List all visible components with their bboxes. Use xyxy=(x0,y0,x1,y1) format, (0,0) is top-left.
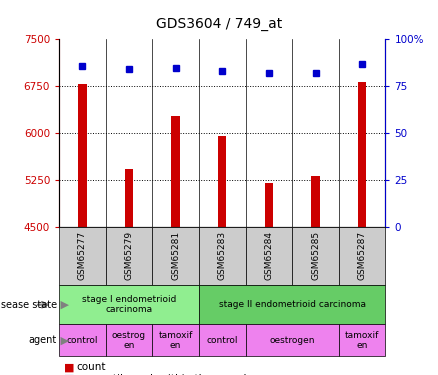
Text: GSM65277: GSM65277 xyxy=(78,231,87,280)
Text: GSM65281: GSM65281 xyxy=(171,231,180,280)
Text: GSM65285: GSM65285 xyxy=(311,231,320,280)
Text: tamoxif
en: tamoxif en xyxy=(345,331,379,350)
Text: oestrogen: oestrogen xyxy=(269,336,315,345)
Bar xyxy=(125,169,133,227)
Text: ■: ■ xyxy=(64,374,74,375)
Text: GSM65283: GSM65283 xyxy=(218,231,227,280)
Bar xyxy=(265,183,273,227)
Text: ▶: ▶ xyxy=(57,300,69,310)
Text: GSM65287: GSM65287 xyxy=(358,231,367,280)
Text: GSM65284: GSM65284 xyxy=(265,231,273,280)
Text: agent: agent xyxy=(29,335,57,345)
Bar xyxy=(358,82,366,227)
Bar xyxy=(78,84,87,227)
Text: ▶: ▶ xyxy=(57,335,69,345)
Text: disease state: disease state xyxy=(0,300,57,310)
Text: control: control xyxy=(207,336,238,345)
Text: oestrog
en: oestrog en xyxy=(112,331,146,350)
Bar xyxy=(171,116,180,227)
Text: tamoxif
en: tamoxif en xyxy=(159,331,193,350)
Text: GSM65279: GSM65279 xyxy=(124,231,134,280)
Bar xyxy=(218,136,226,227)
Text: control: control xyxy=(67,336,98,345)
Text: percentile rank within the sample: percentile rank within the sample xyxy=(77,374,253,375)
Text: GDS3604 / 749_at: GDS3604 / 749_at xyxy=(156,17,282,31)
Text: count: count xyxy=(77,363,106,372)
Text: ■: ■ xyxy=(64,363,74,372)
Bar xyxy=(311,176,320,227)
Text: stage I endometrioid
carcinoma: stage I endometrioid carcinoma xyxy=(82,295,176,314)
Text: stage II endometrioid carcinoma: stage II endometrioid carcinoma xyxy=(219,300,366,309)
